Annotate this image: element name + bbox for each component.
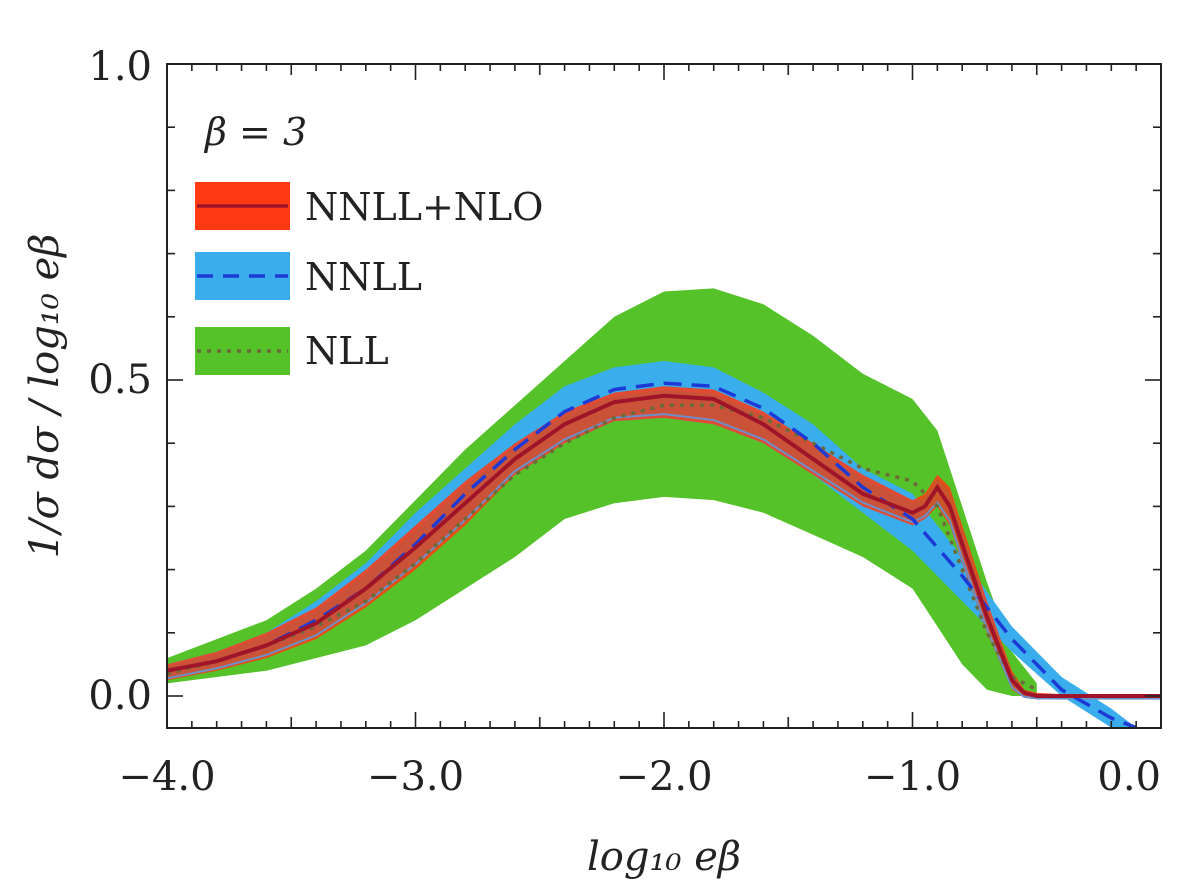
band-nnll	[167, 361, 1137, 728]
legend-label-nnll-nlo: NNLL+NLO	[305, 185, 543, 229]
y-tick-label: 0.5	[88, 357, 152, 403]
legend-entry-nll: NLL	[195, 327, 389, 375]
beta-annotation: β = 3	[203, 110, 307, 154]
x-tick-label: −1.0	[864, 754, 961, 800]
x-tick-label: −3.0	[367, 754, 464, 800]
legend: NNLL+NLO NNLL NLL	[195, 182, 543, 375]
legend-label-nll: NLL	[305, 329, 389, 373]
band-nll	[167, 288, 1037, 696]
y-tick-label: 0.0	[88, 673, 152, 719]
ticks-layer	[166, 63, 1162, 728]
legend-entry-nnll-nlo: NNLL+NLO	[195, 182, 543, 230]
y-axis-label: 1/σ dσ / log₁₀ eβ	[22, 234, 68, 559]
x-tick-label: 0.0	[1097, 754, 1161, 800]
y-tick-label: 1.0	[88, 44, 152, 90]
legend-entry-nnll: NNLL	[195, 252, 422, 300]
line-nnll-nlo	[167, 393, 1161, 698]
x-axis-label: log₁₀ eβ	[587, 834, 741, 880]
legend-label-nnll: NNLL	[305, 255, 422, 299]
x-tick-label: −2.0	[615, 754, 712, 800]
lines-layer	[167, 381, 1161, 728]
x-tick-label: −4.0	[118, 754, 215, 800]
line-nll	[167, 403, 1038, 692]
